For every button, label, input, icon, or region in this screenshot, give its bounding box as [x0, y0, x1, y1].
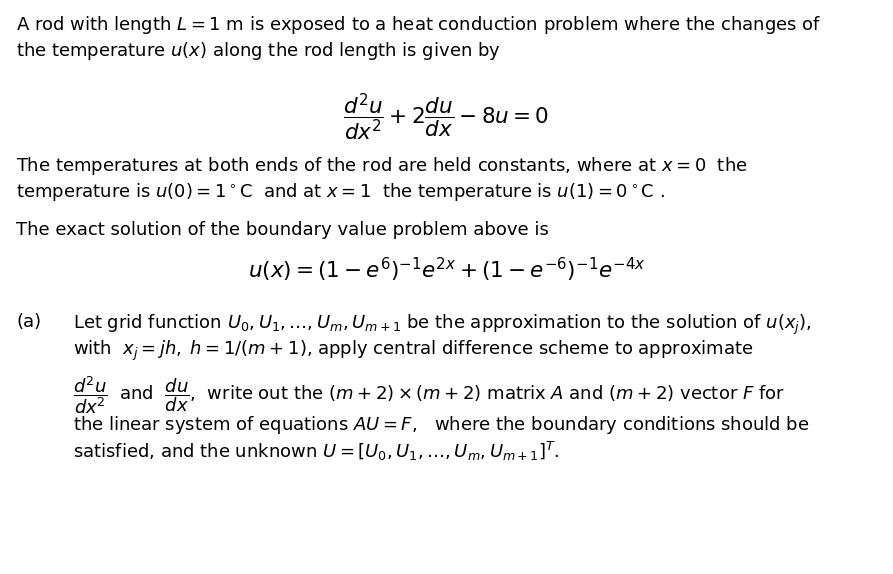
Text: with  $x_j = jh,\;  h = 1/(m + 1)$, apply central difference scheme to approxima: with $x_j = jh,\; h = 1/(m + 1)$, apply …: [73, 339, 754, 363]
Text: Let grid function $U_0, U_1, \ldots, U_m, U_{m+1}$ be the approximation to the s: Let grid function $U_0, U_1, \ldots, U_m…: [73, 313, 812, 337]
Text: satisfied, and the unknown $U = [U_0, U_1, \ldots, U_m, U_{m+1}]^T$.: satisfied, and the unknown $U = [U_0, U_…: [73, 440, 560, 463]
Text: A rod with length $L = 1$ m is exposed to a heat conduction problem where the ch: A rod with length $L = 1$ m is exposed t…: [16, 14, 822, 36]
Text: the linear system of equations $AU = F$,   where the boundary conditions should : the linear system of equations $AU = F$,…: [73, 414, 810, 436]
Text: $u(x) = (1 - e^6)^{-1}e^{2x} + (1 - e^{-6})^{-1}e^{-4x}$: $u(x) = (1 - e^6)^{-1}e^{2x} + (1 - e^{-…: [247, 255, 646, 284]
Text: temperature is $u(0) = 1^\circ$C  and at $x = 1$  the temperature is $u(1) = 0^\: temperature is $u(0) = 1^\circ$C and at …: [16, 181, 665, 203]
Text: (a): (a): [16, 313, 41, 331]
Text: the temperature $u(x)$ along the rod length is given by: the temperature $u(x)$ along the rod len…: [16, 40, 501, 62]
Text: $\dfrac{d^2u}{dx^2} + 2\dfrac{du}{dx} - 8u = 0$: $\dfrac{d^2u}{dx^2} + 2\dfrac{du}{dx} - …: [344, 92, 549, 144]
Text: The temperatures at both ends of the rod are held constants, where at $x = 0$  t: The temperatures at both ends of the rod…: [16, 155, 747, 177]
Text: $\dfrac{d^2u}{dx^2}$  and  $\dfrac{du}{dx}$,  write out the $(m + 2) \times (m +: $\dfrac{d^2u}{dx^2}$ and $\dfrac{du}{dx}…: [73, 374, 785, 416]
Text: The exact solution of the boundary value problem above is: The exact solution of the boundary value…: [16, 221, 549, 239]
